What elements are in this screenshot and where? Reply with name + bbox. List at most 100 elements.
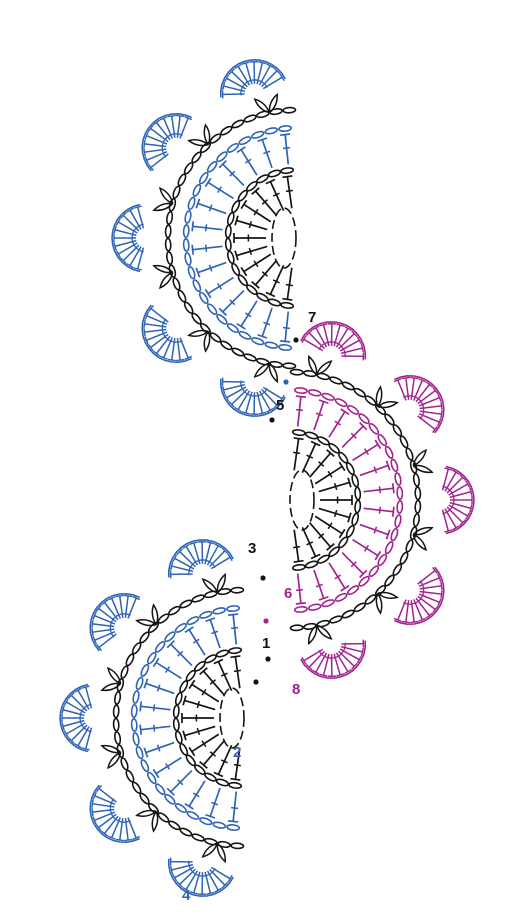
picot-leaf (106, 751, 122, 770)
picot-leaf (268, 92, 278, 114)
chain-stitch (130, 703, 138, 718)
scallop-stitch-top (425, 381, 434, 388)
scallop-stitch-top (182, 543, 190, 550)
picot-leaf (412, 464, 434, 474)
scallop-stitch-top (437, 573, 442, 582)
chain-stitch (390, 458, 399, 473)
chain-stitch (146, 771, 157, 785)
picot-leaf (135, 809, 157, 817)
scallop-stitch-top (469, 487, 473, 496)
scallop-stitch-top (176, 548, 183, 555)
chain-stitch (368, 422, 380, 435)
chain-stitch (135, 745, 144, 760)
scallop-stitch-top (91, 628, 94, 637)
picot-leaf (253, 362, 271, 378)
scallop-stitch-top (440, 410, 443, 419)
stitch-cross-bar (209, 679, 217, 685)
chain-stitch (396, 485, 404, 500)
stitch-top-bar (143, 678, 149, 689)
picot-leaf (106, 666, 122, 685)
scallop-stitch-top (393, 617, 402, 623)
stitch-top-bar (240, 199, 248, 210)
stitch-cross-bar (253, 208, 259, 216)
chain-stitch (243, 353, 257, 362)
scallop-fan (168, 539, 234, 579)
stitch-top-bar (228, 613, 239, 616)
double-crochet-stitch (296, 396, 302, 427)
row-label-4: 4 (182, 887, 191, 904)
picot-leaf (412, 526, 434, 536)
stitch-cross-bar (334, 420, 342, 426)
chain-stitch (199, 610, 213, 619)
stitch-cross-bar (152, 724, 156, 732)
stitch-top-bar (139, 724, 143, 735)
chain-stitch (172, 277, 181, 291)
scallop-stitch-top (418, 378, 427, 383)
scallop-stitch-top (159, 116, 168, 121)
stitch-top-bar (257, 137, 268, 143)
scallop-stitch-top (152, 119, 161, 126)
double-crochet-stitch (236, 245, 268, 257)
scallop-inner-arc (442, 485, 455, 515)
scallop-stitch-top (258, 411, 267, 415)
chain-stitch (377, 433, 388, 447)
chain-stitch (390, 527, 399, 542)
scallop-stitch-top (132, 595, 141, 601)
stitch-top-bar (182, 730, 187, 741)
scallop-fan (141, 112, 193, 172)
chain-stitch (187, 196, 196, 211)
chain-stitch (231, 262, 241, 276)
scallop-stitch-top (319, 323, 328, 327)
stitch-cross-bar (363, 545, 369, 552)
picot-leaf (201, 842, 219, 858)
chain-stitch (334, 398, 348, 408)
stitch-top-bar (310, 553, 321, 560)
picot-leaf (158, 186, 174, 205)
double-crochet-stitch (313, 569, 325, 599)
chain-stitch (154, 783, 166, 796)
chain-stitch (345, 524, 355, 538)
scallop-fan (141, 304, 193, 364)
scallop-stitch-top (356, 336, 362, 345)
chain-stitch (184, 252, 192, 266)
scallop-stitch-top (319, 673, 328, 677)
chain-stitch (278, 344, 293, 351)
stitch-cross-bar (317, 461, 325, 467)
chain-stitch (130, 718, 138, 733)
stitch-cross-bar (306, 454, 314, 459)
double-crochet-stitch (286, 267, 293, 300)
scallop-stitch-top (440, 401, 443, 410)
chain-stitch (164, 237, 172, 252)
stitch-top-bar (257, 333, 268, 339)
chain-stitch (394, 514, 402, 528)
scallop-stitch-top (133, 205, 142, 209)
chain-stitch (120, 757, 129, 771)
chain-stitch (209, 133, 222, 144)
double-crochet-stitch (192, 225, 223, 231)
chain-stitch (353, 387, 366, 398)
chain-stitch (125, 653, 135, 667)
scallop-inner-arc (79, 703, 92, 733)
double-crochet-stitch (188, 780, 206, 807)
chain-stitch (216, 313, 228, 325)
scallop-edge (300, 640, 366, 679)
scallop-edge (141, 112, 192, 172)
chain-stitch (212, 607, 227, 615)
picot-leaf (100, 744, 122, 754)
scallop-edge (89, 592, 140, 652)
scallop-stitch-top (81, 747, 90, 751)
scallop-stitch-top (172, 873, 178, 882)
chain-stitch (354, 499, 362, 514)
scallop-fan (300, 321, 366, 361)
stitch-cross-bar (233, 669, 241, 673)
stitch-top-bar (340, 584, 350, 592)
scallop-stitch-top (95, 784, 103, 793)
scallop-stitch-top (469, 504, 473, 513)
chain-stitch (139, 792, 150, 805)
scallop-inner-arc (109, 798, 131, 823)
stitch-top-bar (280, 340, 291, 343)
scallop-stitch-top (465, 480, 471, 488)
chain-stitch (307, 389, 322, 397)
double-crochet-stitch (243, 203, 272, 223)
